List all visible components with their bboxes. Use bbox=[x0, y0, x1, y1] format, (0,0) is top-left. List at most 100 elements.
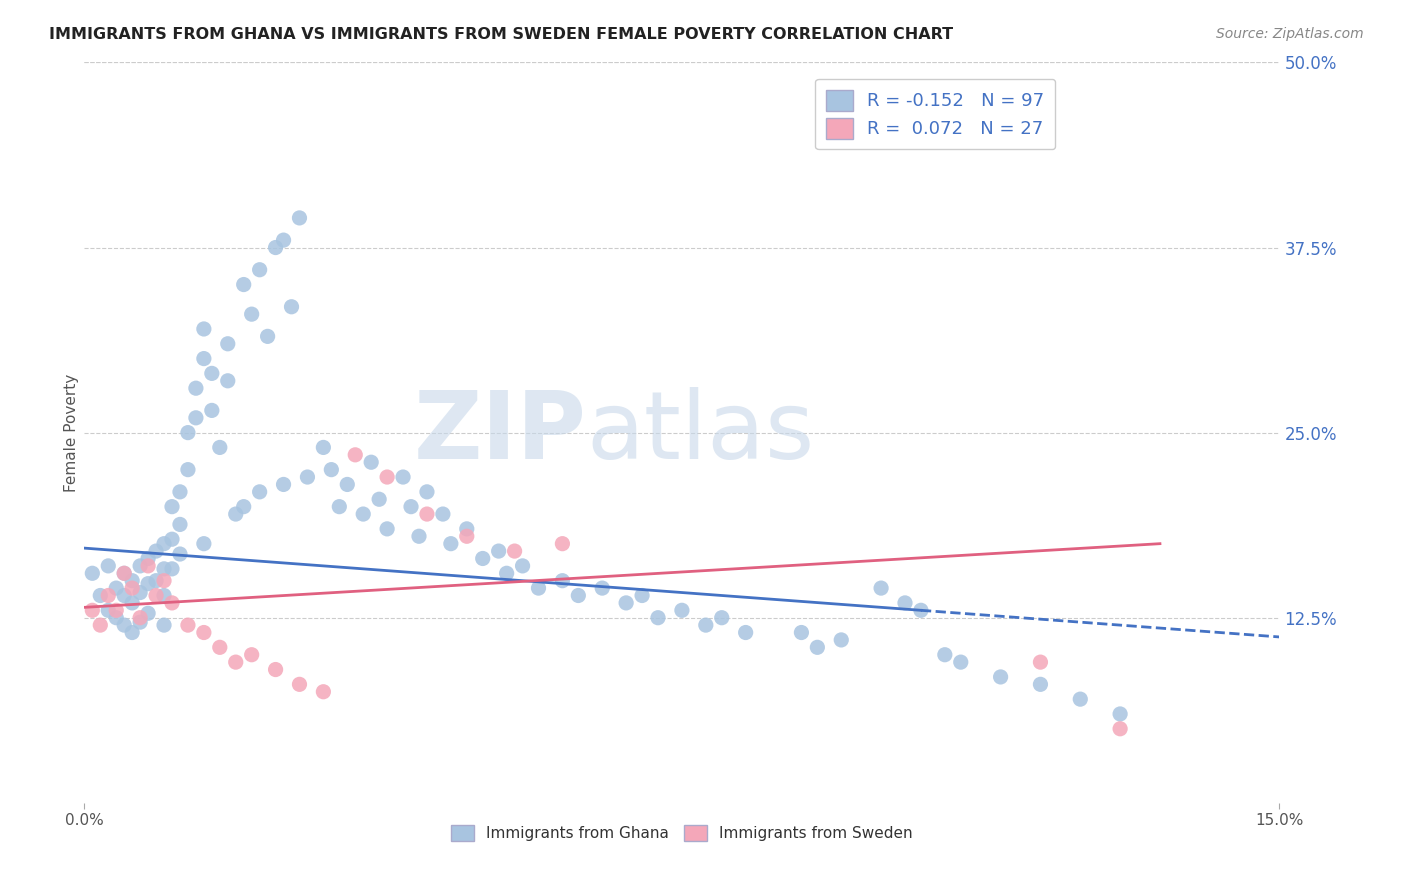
Point bbox=[264, 663, 287, 677]
Point bbox=[949, 655, 972, 669]
Point bbox=[280, 300, 302, 314]
Point bbox=[256, 329, 278, 343]
Point bbox=[105, 610, 128, 624]
Point bbox=[288, 677, 311, 691]
Legend: Immigrants from Ghana, Immigrants from Sweden: Immigrants from Ghana, Immigrants from S… bbox=[444, 819, 920, 847]
Point bbox=[232, 277, 254, 292]
Point bbox=[82, 603, 104, 617]
Point bbox=[193, 322, 215, 336]
Point bbox=[934, 648, 956, 662]
Point bbox=[1109, 706, 1132, 721]
Point bbox=[567, 589, 589, 603]
Point bbox=[153, 536, 176, 550]
Point bbox=[208, 640, 231, 655]
Point bbox=[184, 381, 207, 395]
Point bbox=[145, 589, 167, 603]
Point bbox=[695, 618, 717, 632]
Point bbox=[145, 544, 167, 558]
Point bbox=[312, 441, 335, 455]
Point bbox=[416, 484, 439, 499]
Point bbox=[790, 625, 813, 640]
Point bbox=[177, 462, 200, 476]
Point bbox=[201, 367, 224, 381]
Point bbox=[160, 500, 183, 514]
Point bbox=[503, 544, 526, 558]
Point bbox=[121, 581, 143, 595]
Point bbox=[392, 470, 415, 484]
Point bbox=[129, 585, 152, 599]
Point bbox=[97, 603, 120, 617]
Text: ZIP: ZIP bbox=[413, 386, 586, 479]
Point bbox=[177, 425, 200, 440]
Point bbox=[591, 581, 613, 595]
Point bbox=[375, 522, 398, 536]
Point bbox=[105, 581, 128, 595]
Point bbox=[160, 562, 183, 576]
Point bbox=[710, 610, 733, 624]
Point bbox=[97, 589, 120, 603]
Point bbox=[1109, 722, 1132, 736]
Point bbox=[232, 500, 254, 514]
Point bbox=[551, 574, 574, 588]
Point bbox=[208, 441, 231, 455]
Point bbox=[193, 351, 215, 366]
Point bbox=[870, 581, 893, 595]
Point bbox=[136, 576, 159, 591]
Point bbox=[97, 558, 120, 573]
Point bbox=[121, 625, 143, 640]
Point bbox=[488, 544, 510, 558]
Point bbox=[368, 492, 391, 507]
Point bbox=[193, 625, 215, 640]
Point bbox=[1069, 692, 1091, 706]
Point bbox=[512, 558, 534, 573]
Point bbox=[136, 558, 159, 573]
Point bbox=[734, 625, 756, 640]
Point bbox=[82, 566, 104, 581]
Point bbox=[249, 484, 271, 499]
Point bbox=[121, 574, 143, 588]
Point bbox=[112, 566, 135, 581]
Point bbox=[399, 500, 422, 514]
Point bbox=[112, 566, 135, 581]
Point bbox=[894, 596, 917, 610]
Text: Source: ZipAtlas.com: Source: ZipAtlas.com bbox=[1216, 27, 1364, 41]
Point bbox=[352, 507, 374, 521]
Point bbox=[225, 507, 247, 521]
Point bbox=[136, 551, 159, 566]
Point bbox=[264, 240, 287, 255]
Point bbox=[344, 448, 367, 462]
Text: IMMIGRANTS FROM GHANA VS IMMIGRANTS FROM SWEDEN FEMALE POVERTY CORRELATION CHART: IMMIGRANTS FROM GHANA VS IMMIGRANTS FROM… bbox=[49, 27, 953, 42]
Point bbox=[153, 618, 176, 632]
Point bbox=[1029, 677, 1052, 691]
Point bbox=[631, 589, 654, 603]
Point bbox=[217, 374, 239, 388]
Point bbox=[153, 562, 176, 576]
Point bbox=[160, 533, 183, 547]
Point bbox=[153, 589, 176, 603]
Point bbox=[129, 610, 152, 624]
Point bbox=[456, 522, 478, 536]
Point bbox=[240, 648, 263, 662]
Point bbox=[336, 477, 359, 491]
Point bbox=[273, 233, 295, 247]
Point bbox=[647, 610, 669, 624]
Point bbox=[440, 536, 463, 550]
Point bbox=[312, 685, 335, 699]
Point bbox=[360, 455, 382, 469]
Point bbox=[910, 603, 932, 617]
Point bbox=[471, 551, 494, 566]
Point bbox=[193, 536, 215, 550]
Point bbox=[1029, 655, 1052, 669]
Point bbox=[456, 529, 478, 543]
Point bbox=[89, 589, 111, 603]
Point bbox=[328, 500, 350, 514]
Point bbox=[136, 607, 159, 621]
Point bbox=[551, 536, 574, 550]
Point bbox=[105, 603, 128, 617]
Point bbox=[990, 670, 1012, 684]
Point bbox=[201, 403, 224, 417]
Point bbox=[321, 462, 343, 476]
Point bbox=[217, 336, 239, 351]
Point bbox=[297, 470, 319, 484]
Point bbox=[184, 410, 207, 425]
